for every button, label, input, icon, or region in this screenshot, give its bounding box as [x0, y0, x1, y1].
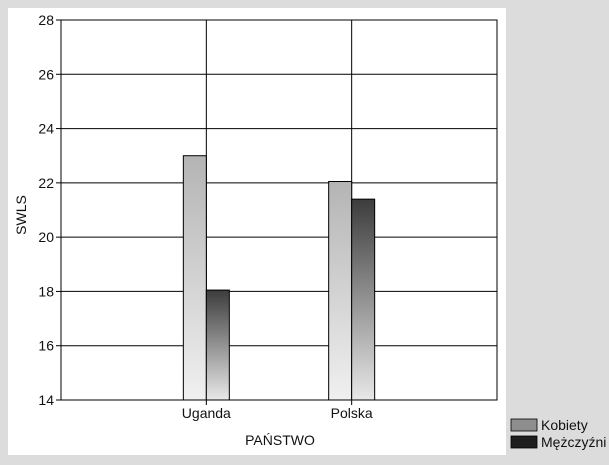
bar-kobiety-polska [328, 181, 353, 401]
x-tick-label: Polska [331, 405, 373, 421]
y-tick-label: 14 [38, 392, 54, 408]
bar-mezczyzni-polska [351, 198, 376, 401]
y-tick-label: 18 [38, 283, 54, 299]
x-tick-label: Uganda [182, 405, 231, 421]
y-tick-label: 28 [38, 12, 54, 28]
x-axis-title: PAŃSTWO [245, 432, 315, 448]
chart-panel-background [8, 8, 506, 455]
y-tick-label: 26 [38, 66, 54, 82]
y-tick-label: 16 [38, 338, 54, 354]
y-axis-title: SWLS [13, 195, 29, 235]
y-axis-ticks: 14 16 18 20 22 24 26 28 [38, 12, 61, 408]
legend-swatch-kobiety [510, 418, 538, 432]
legend-swatch-mezczyzni [510, 435, 538, 449]
y-tick-label: 20 [38, 229, 54, 245]
bars [182, 155, 376, 401]
y-tick-label: 22 [38, 175, 54, 191]
legend-label-kobiety: Kobiety [541, 417, 588, 433]
plot-frame [60, 19, 498, 401]
y-tick-label: 24 [38, 121, 54, 137]
bar-mezczyzni-uganda [205, 289, 230, 401]
legend-label-mezczyzni: Mężczyźni [541, 434, 606, 450]
x-axis-ticks: Uganda Polska [182, 400, 373, 421]
bar-kobiety-uganda [182, 155, 207, 401]
